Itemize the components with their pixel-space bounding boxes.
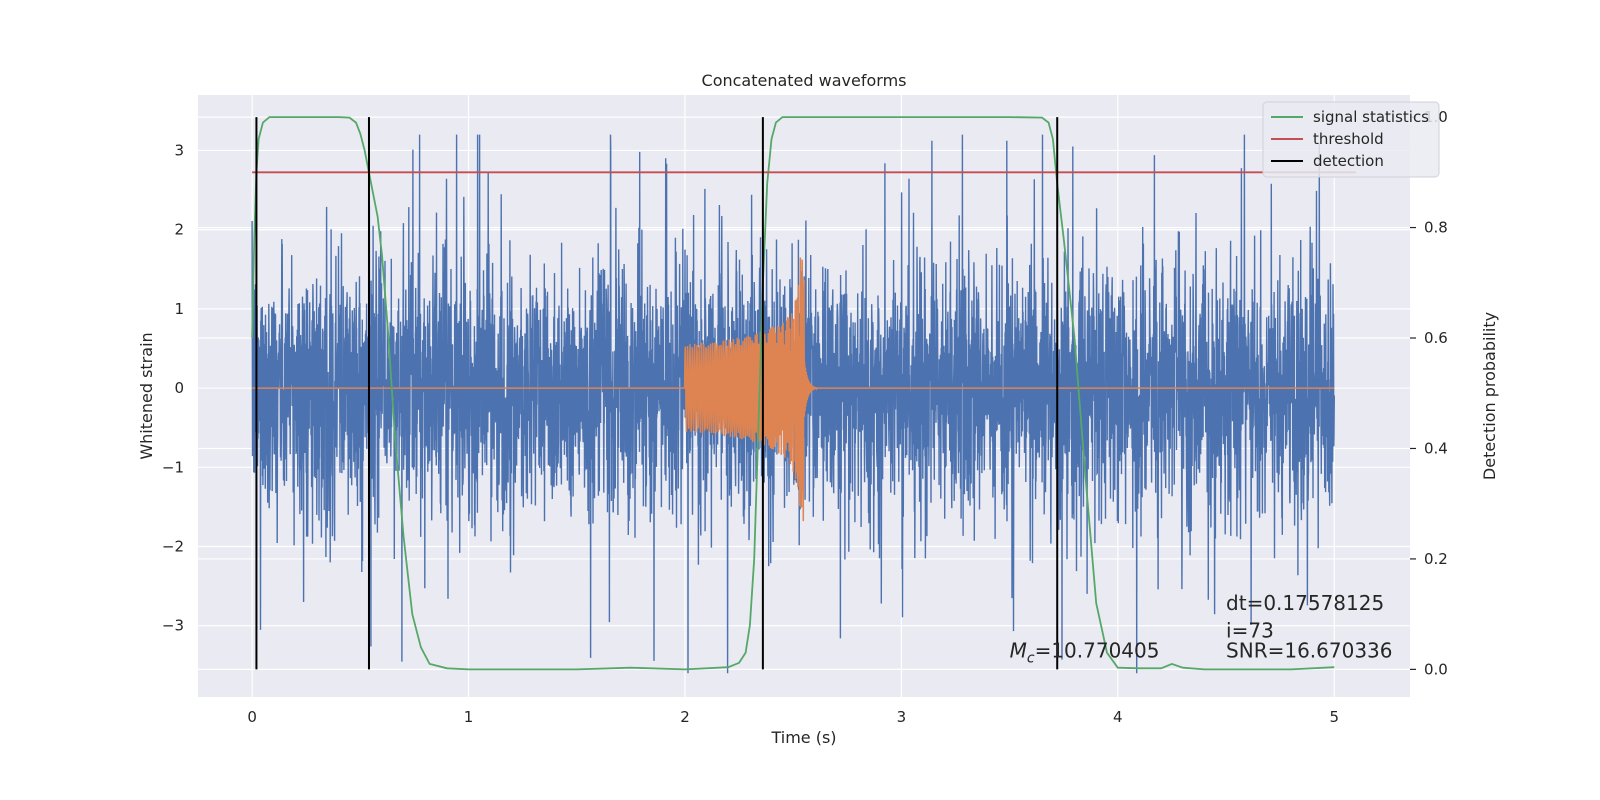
y-tick-label: −1 xyxy=(162,458,184,476)
signal-statistics-line xyxy=(251,116,1335,671)
x-axis-label: Time (s) xyxy=(770,728,836,747)
legend: signal statistics threshold detection xyxy=(1262,101,1440,178)
legend-entry: threshold xyxy=(1313,130,1384,148)
injected-signal-series xyxy=(252,257,1335,522)
y-right-tick-label: 0.4 xyxy=(1424,439,1448,457)
y-right-tick-label: 0.6 xyxy=(1424,329,1448,347)
legend-box xyxy=(1262,101,1440,178)
x-tick-label: 5 xyxy=(1329,708,1339,726)
y-tick-label: 2 xyxy=(174,221,184,239)
y-axis-label: Whitened strain xyxy=(137,332,156,459)
legend-entry: signal statistics xyxy=(1313,108,1429,126)
x-tick-label: 3 xyxy=(897,708,907,726)
y-right-axis-label: Detection probability xyxy=(1480,312,1499,480)
y-tick-label: −2 xyxy=(162,538,184,556)
injected-signal-line xyxy=(252,257,1335,522)
y-right-tick-label: 0.8 xyxy=(1424,219,1448,237)
y-right-tick-label: 0.0 xyxy=(1424,660,1448,678)
chart-title: Concatenated waveforms xyxy=(702,71,907,90)
y-tick-label: 3 xyxy=(174,141,184,159)
x-tick-label: 2 xyxy=(680,708,690,726)
y-right-tick-label: 0.2 xyxy=(1424,550,1448,568)
y-tick-label: −3 xyxy=(162,617,184,635)
y-tick-label: 0 xyxy=(174,379,184,397)
x-tick-label: 1 xyxy=(464,708,474,726)
annotation: i=73 xyxy=(1226,619,1274,643)
x-tick-label: 4 xyxy=(1113,708,1123,726)
x-tick-label: 0 xyxy=(247,708,257,726)
annotation: SNR=16.670336 xyxy=(1226,638,1392,662)
legend-entry: detection xyxy=(1313,152,1384,170)
annotation: Mc=10.770405 xyxy=(1010,638,1160,666)
y-tick-label: 1 xyxy=(174,300,184,318)
annotation: dt=0.17578125 xyxy=(1226,591,1384,615)
